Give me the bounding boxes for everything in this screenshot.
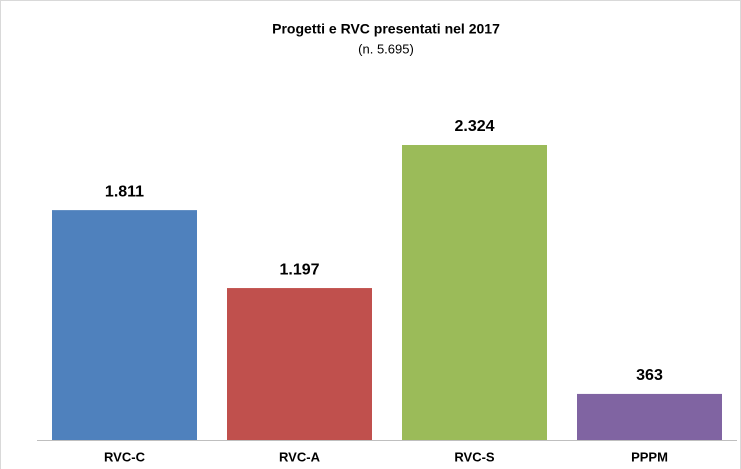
x-tick-label: PPPM	[631, 449, 668, 464]
x-tick-label: RVC-S	[454, 449, 495, 464]
data-label: 1.811	[105, 183, 144, 200]
bar	[577, 393, 722, 440]
bar	[52, 210, 197, 440]
x-tick-label: RVC-A	[279, 449, 321, 464]
chart-subtitle: (n. 5.695)	[358, 41, 414, 56]
chart-title: Progetti e RVC presentati nel 2017	[272, 21, 500, 37]
data-label: 1.197	[279, 261, 319, 278]
x-tick-label: RVC-C	[104, 449, 146, 464]
bar	[227, 288, 372, 440]
data-label: 363	[636, 367, 663, 384]
bar	[402, 145, 547, 440]
data-label: 2.324	[454, 118, 494, 135]
